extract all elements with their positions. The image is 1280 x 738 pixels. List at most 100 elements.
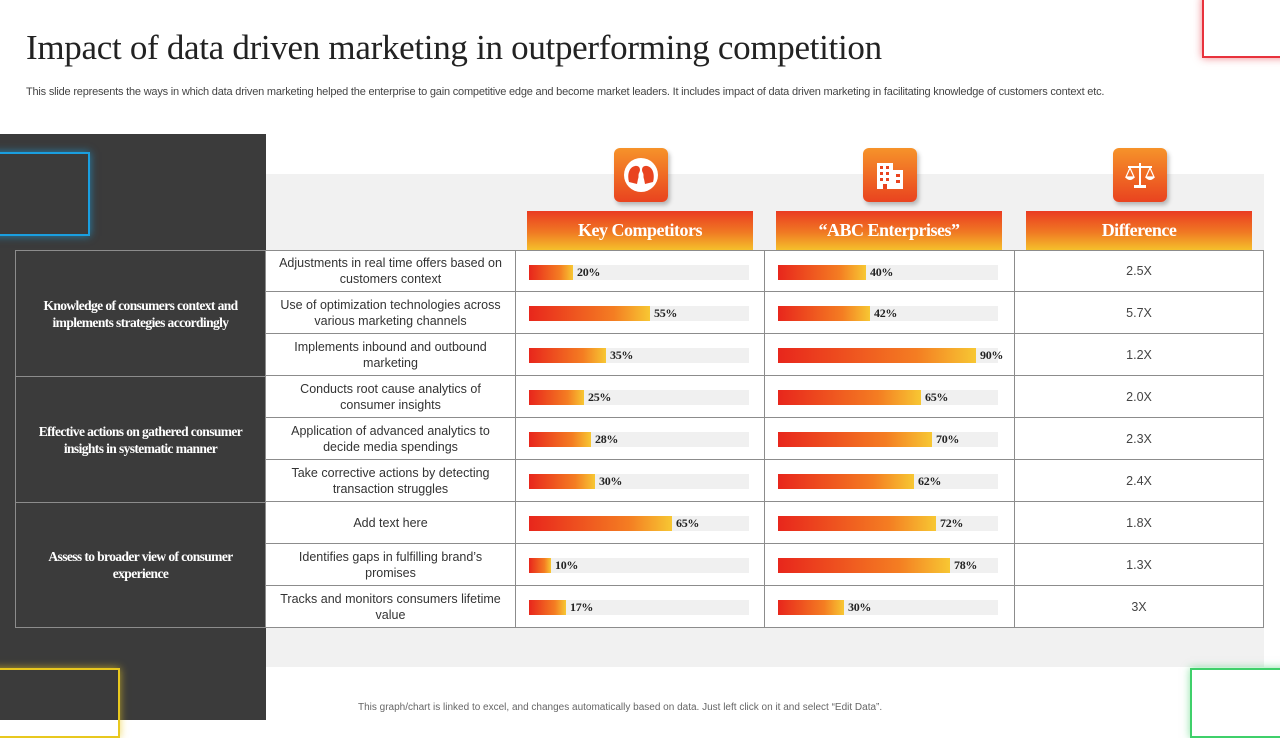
difference-value: 1.8X [1015,502,1264,544]
bar-track: 72% [778,516,998,531]
abc-enterprises-value-label: 72% [940,516,964,530]
abc-enterprises-value-label: 42% [874,306,898,320]
decorative-frame-blue [0,152,90,236]
abc-enterprises-value-label: 90% [980,348,1004,362]
bar-track: 90% [778,348,1003,363]
bar-track: 40% [778,265,998,280]
key-competitors-value-label: 35% [610,348,634,362]
abc-enterprises-bar [778,600,844,615]
table-row: Tracks and monitors consumers lifetime v… [266,586,1264,628]
bar-track: 30% [529,474,749,489]
row-description: Take corrective actions by detecting tra… [266,460,516,502]
key-competitors-value-label: 10% [555,558,579,572]
bar-track: 78% [778,558,998,573]
key-competitors-cell: 55% [516,292,765,334]
abc-enterprises-cell: 40% [765,250,1015,292]
bar-track: 30% [778,600,998,615]
row-description: Adjustments in real time offers based on… [266,250,516,292]
row-description: Use of optimization technologies across … [266,292,516,334]
decorative-frame-red [1202,0,1280,58]
table-row: Application of advanced analytics to dec… [266,418,1264,460]
table-row: Identifies gaps in fulfilling brand’s pr… [266,544,1264,586]
key-competitors-cell: 20% [516,250,765,292]
table-row: Take corrective actions by detecting tra… [266,460,1264,502]
abc-enterprises-bar [778,516,936,531]
key-competitors-cell: 65% [516,502,765,544]
table-row: Implements inbound and outbound marketin… [266,334,1264,376]
key-competitors-value-label: 28% [595,432,619,446]
table-row: Add text here 65% 72% 1.8X [266,502,1264,544]
row-description: Identifies gaps in fulfilling brand’s pr… [266,544,516,586]
abc-enterprises-bar [778,390,921,405]
abc-enterprises-bar [778,474,914,489]
bar-track: 17% [529,600,749,615]
difference-value: 5.7X [1015,292,1264,334]
key-competitors-bar [529,265,573,280]
key-competitors-value-label: 30% [599,474,623,488]
abc-enterprises-cell: 78% [765,544,1015,586]
bar-track: 70% [778,432,998,447]
comparison-table: Knowledge of consumers context and imple… [15,250,1264,628]
bar-track: 10% [529,558,749,573]
difference-value: 2.3X [1015,418,1264,460]
key-competitors-bar [529,348,606,363]
abc-enterprises-value-label: 30% [848,600,872,614]
bar-track: 20% [529,265,749,280]
abc-enterprises-value-label: 65% [925,390,949,404]
decorative-frame-green [1190,668,1280,738]
abc-enterprises-bar [778,306,870,321]
key-competitors-cell: 25% [516,376,765,418]
difference-value: 2.5X [1015,250,1264,292]
key-competitors-bar [529,558,551,573]
row-description: Add text here [266,502,516,544]
difference-value: 2.0X [1015,376,1264,418]
row-description: Implements inbound and outbound marketin… [266,334,516,376]
abc-enterprises-cell: 70% [765,418,1015,460]
page-title: Impact of data driven marketing in outpe… [26,28,882,67]
page-subtitle: This slide represents the ways in which … [26,86,1105,98]
key-competitors-bar [529,474,595,489]
key-competitors-bar [529,390,584,405]
scales-icon [1113,148,1167,202]
bar-track: 55% [529,306,749,321]
key-competitors-cell: 30% [516,460,765,502]
difference-value: 1.2X [1015,334,1264,376]
group-label: Knowledge of consumers context and imple… [15,250,266,377]
bar-track: 42% [778,306,998,321]
bar-track: 28% [529,432,749,447]
key-competitors-value-label: 17% [570,600,594,614]
key-competitors-value-label: 20% [577,265,601,279]
row-description: Conducts root cause analytics of consume… [266,376,516,418]
building-icon [863,148,917,202]
bar-track: 65% [778,390,998,405]
decorative-frame-yellow [0,668,120,738]
key-competitors-cell: 17% [516,586,765,628]
abc-enterprises-cell: 42% [765,292,1015,334]
key-competitors-bar [529,432,591,447]
row-description: Application of advanced analytics to dec… [266,418,516,460]
key-competitors-cell: 35% [516,334,765,376]
group-label: Assess to broader view of consumer exper… [15,502,266,628]
bar-track: 65% [529,516,749,531]
key-competitors-value-label: 25% [588,390,612,404]
abc-enterprises-bar [778,348,976,363]
key-competitors-value-label: 65% [676,516,700,530]
column-header-key-competitors: Key Competitors [527,211,753,250]
key-competitors-bar [529,516,672,531]
footer-note: This graph/chart is linked to excel, and… [358,702,883,713]
row-description: Tracks and monitors consumers lifetime v… [266,586,516,628]
abc-enterprises-value-label: 70% [936,432,960,446]
table-row: Conducts root cause analytics of consume… [266,376,1264,418]
column-header-abc-enterprises: “ABC Enterprises” [776,211,1002,250]
abc-enterprises-cell: 30% [765,586,1015,628]
key-competitors-bar [529,600,566,615]
difference-value: 2.4X [1015,460,1264,502]
abc-enterprises-bar [778,558,950,573]
key-competitors-cell: 10% [516,544,765,586]
abc-enterprises-cell: 62% [765,460,1015,502]
bar-track: 25% [529,390,749,405]
difference-value: 1.3X [1015,544,1264,586]
abc-enterprises-bar [778,265,866,280]
bar-track: 35% [529,348,749,363]
people-heads-icon [614,148,668,202]
